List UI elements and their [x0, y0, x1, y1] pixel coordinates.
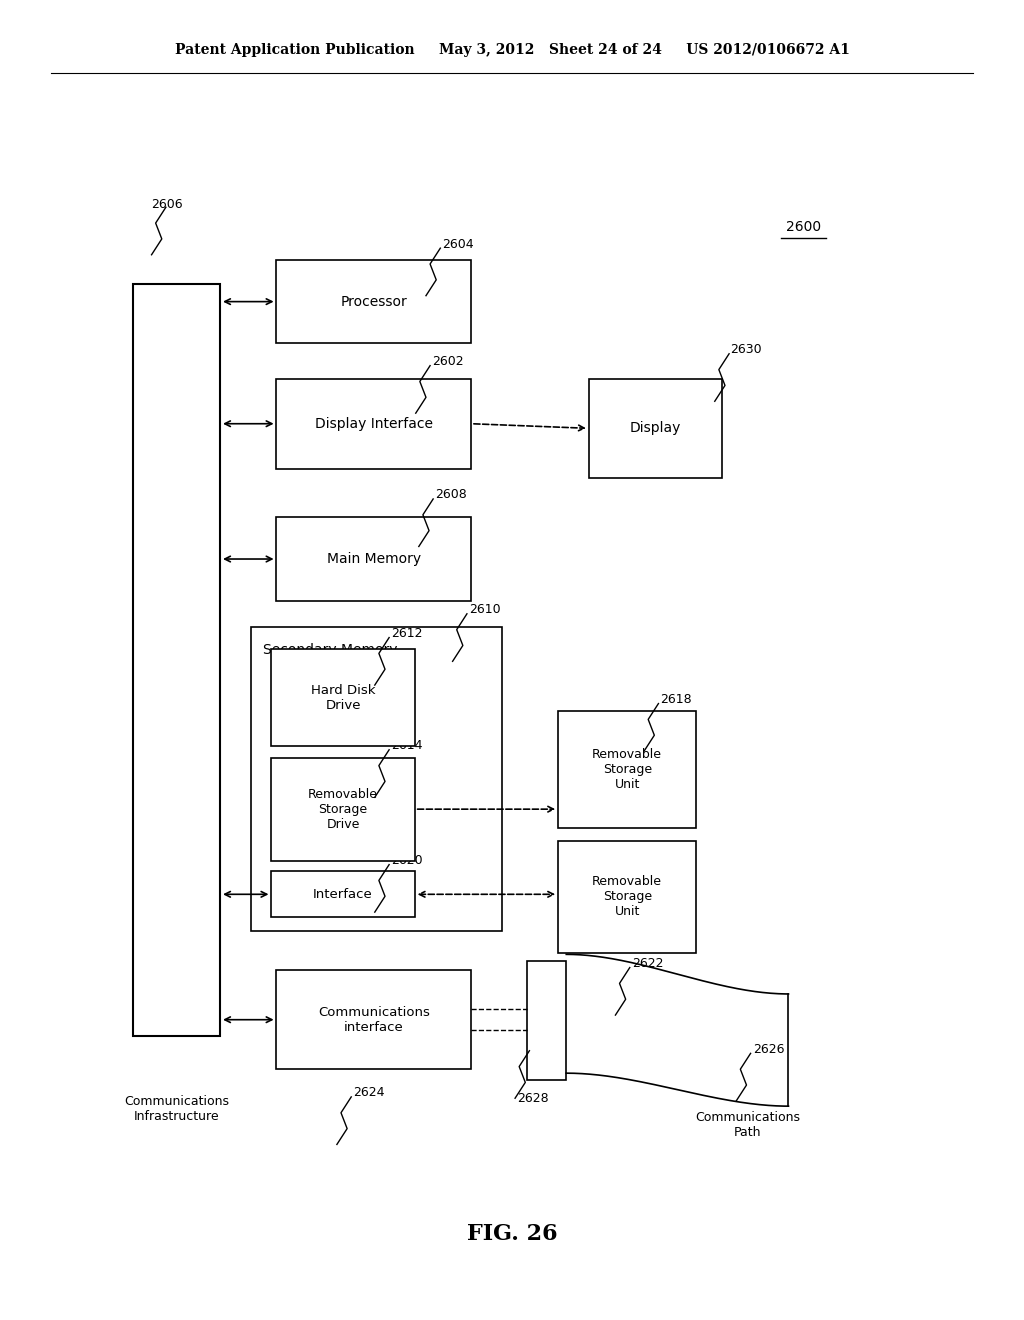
Text: Communications
interface: Communications interface	[317, 1006, 430, 1034]
FancyBboxPatch shape	[276, 517, 471, 601]
Text: 2608: 2608	[435, 488, 467, 502]
Text: 2622: 2622	[632, 957, 664, 970]
Text: 2624: 2624	[353, 1086, 385, 1100]
FancyBboxPatch shape	[271, 758, 415, 861]
FancyBboxPatch shape	[271, 871, 415, 917]
FancyBboxPatch shape	[133, 284, 220, 1036]
Text: 2610: 2610	[469, 603, 501, 616]
Text: Hard Disk
Drive: Hard Disk Drive	[311, 684, 375, 711]
FancyBboxPatch shape	[558, 711, 696, 828]
FancyBboxPatch shape	[527, 961, 566, 1080]
Text: 2612: 2612	[391, 627, 423, 640]
Text: Removable
Storage
Drive: Removable Storage Drive	[308, 788, 378, 830]
Text: FIG. 26: FIG. 26	[467, 1224, 557, 1245]
Text: Removable
Storage
Unit: Removable Storage Unit	[592, 748, 663, 791]
Text: 2600: 2600	[786, 220, 821, 234]
Text: 2604: 2604	[442, 238, 474, 251]
FancyBboxPatch shape	[589, 379, 722, 478]
Text: Display: Display	[630, 421, 681, 436]
FancyBboxPatch shape	[251, 627, 502, 931]
Text: Patent Application Publication     May 3, 2012   Sheet 24 of 24     US 2012/0106: Patent Application Publication May 3, 20…	[174, 44, 850, 57]
Text: 2628: 2628	[517, 1092, 549, 1105]
Text: Main Memory: Main Memory	[327, 552, 421, 566]
Text: 2626: 2626	[753, 1043, 784, 1056]
Text: 2606: 2606	[152, 198, 183, 211]
Text: Communications
Infrastructure: Communications Infrastructure	[124, 1094, 229, 1123]
Text: 2620: 2620	[391, 854, 423, 867]
Text: Communications
Path: Communications Path	[695, 1110, 800, 1139]
Text: 2602: 2602	[432, 355, 464, 368]
FancyBboxPatch shape	[271, 649, 415, 746]
Text: 2630: 2630	[730, 343, 762, 356]
Text: Secondary Memory: Secondary Memory	[263, 643, 397, 657]
Text: 2614: 2614	[391, 739, 423, 752]
Text: Processor: Processor	[340, 294, 408, 309]
Text: Interface: Interface	[313, 888, 373, 900]
Text: Display Interface: Display Interface	[314, 417, 433, 430]
FancyBboxPatch shape	[276, 970, 471, 1069]
FancyBboxPatch shape	[276, 260, 471, 343]
FancyBboxPatch shape	[276, 379, 471, 469]
Text: 2618: 2618	[660, 693, 692, 706]
FancyBboxPatch shape	[558, 841, 696, 953]
Text: Removable
Storage
Unit: Removable Storage Unit	[592, 875, 663, 919]
